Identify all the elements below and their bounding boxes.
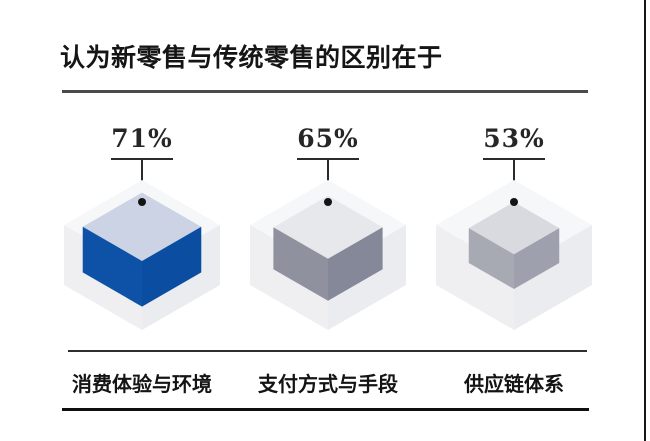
connector-dot	[138, 198, 146, 206]
category-label: 供应链体系	[464, 374, 564, 396]
cube-icon	[436, 180, 592, 330]
cube-column-2: 65% 支付方式与手段	[235, 0, 421, 441]
cube-column-1: 71% 消费体验与环境	[49, 0, 235, 441]
cube-icon	[250, 180, 406, 330]
connector-dot	[324, 198, 332, 206]
image-right-border	[644, 0, 646, 441]
percent-value: 71%	[111, 124, 173, 153]
cube-icon	[64, 180, 220, 330]
percent-value: 65%	[297, 124, 359, 153]
percent-value: 53%	[483, 124, 545, 153]
labels-top-divider	[68, 350, 587, 352]
labels-bottom-divider	[62, 408, 589, 411]
connector-dot	[510, 198, 518, 206]
chart-title: 认为新零售与传统零售的区别在于	[60, 44, 443, 72]
title-divider	[62, 90, 588, 93]
category-label: 支付方式与手段	[258, 374, 398, 396]
cube-column-3: 53% 供应链体系	[421, 0, 607, 441]
category-label: 消费体验与环境	[72, 374, 212, 396]
